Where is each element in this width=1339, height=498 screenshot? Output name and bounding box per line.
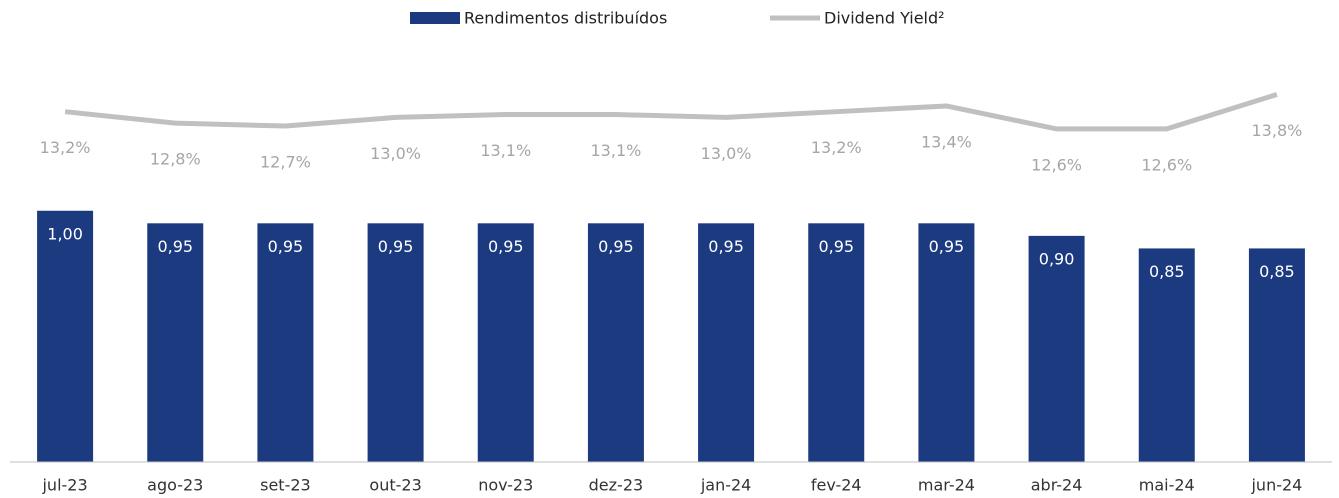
bar — [587, 223, 644, 462]
bar-value-label: 0,90 — [1039, 249, 1075, 268]
bar — [1028, 235, 1085, 462]
x-tick-label: jan-24 — [700, 476, 752, 495]
bar — [918, 223, 975, 462]
line-value-label: 13,8% — [1252, 121, 1303, 140]
line-value-label: 12,8% — [150, 150, 201, 169]
line-value-label: 12,7% — [260, 153, 311, 172]
bar-value-label: 0,95 — [818, 237, 854, 256]
bar-value-label: 0,95 — [929, 237, 965, 256]
bar — [147, 223, 204, 462]
legend-label: Rendimentos distribuídos — [464, 9, 667, 28]
bar — [1248, 248, 1305, 462]
bar-value-label: 0,95 — [157, 237, 193, 256]
line-value-label: 12,6% — [1031, 155, 1082, 174]
bar — [698, 223, 755, 462]
bar-value-label: 0,95 — [708, 237, 744, 256]
line-value-label: 13,1% — [480, 141, 531, 160]
line-value-label: 13,4% — [921, 132, 972, 151]
line-value-label: 13,2% — [811, 138, 862, 157]
x-tick-label: abr-24 — [1031, 476, 1083, 495]
x-tick-label: mai-24 — [1139, 476, 1195, 495]
legend-swatch — [410, 12, 460, 24]
bar-value-label: 0,85 — [1259, 262, 1295, 281]
x-tick-label: nov-23 — [478, 476, 533, 495]
bar-value-label: 0,95 — [488, 237, 524, 256]
line-value-label: 13,2% — [40, 138, 91, 157]
bar — [257, 223, 314, 462]
x-tick-label: jun-24 — [1250, 476, 1302, 495]
bar-value-label: 0,95 — [378, 237, 414, 256]
x-tick-label: out-23 — [369, 476, 421, 495]
bar — [37, 210, 94, 462]
line-value-label: 12,6% — [1141, 155, 1192, 174]
bar-value-label: 0,95 — [598, 237, 634, 256]
line-value-label: 13,1% — [591, 141, 642, 160]
legend-label: Dividend Yield² — [824, 9, 945, 28]
x-tick-label: dez-23 — [589, 476, 644, 495]
x-tick-label: set-23 — [260, 476, 311, 495]
x-tick-label: fev-24 — [811, 476, 862, 495]
bar-value-label: 0,85 — [1149, 262, 1185, 281]
x-tick-label: mar-24 — [918, 476, 975, 495]
bar — [367, 223, 424, 462]
x-tick-label: ago-23 — [147, 476, 203, 495]
bar — [1138, 248, 1195, 462]
bar-value-label: 1,00 — [47, 224, 83, 243]
line-value-label: 13,0% — [701, 144, 752, 163]
bar — [808, 223, 865, 462]
line-value-label: 13,0% — [370, 144, 421, 163]
line — [64, 92, 1278, 132]
x-tick-label: jul-23 — [41, 476, 87, 495]
bar-value-label: 0,95 — [268, 237, 304, 256]
bar — [477, 223, 534, 462]
